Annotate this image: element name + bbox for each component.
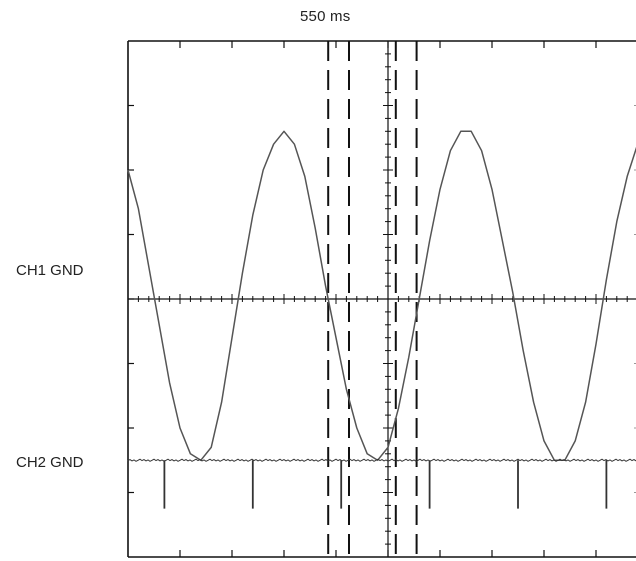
ch2-label: CH2 GND [16,454,84,471]
ch1-trace [127,130,636,462]
ch2-trace [127,458,636,462]
trace-layer [127,130,636,509]
time-label: 550 ms [300,8,351,25]
axes-layer [127,40,636,558]
ch1-label: CH1 GND [16,262,84,279]
